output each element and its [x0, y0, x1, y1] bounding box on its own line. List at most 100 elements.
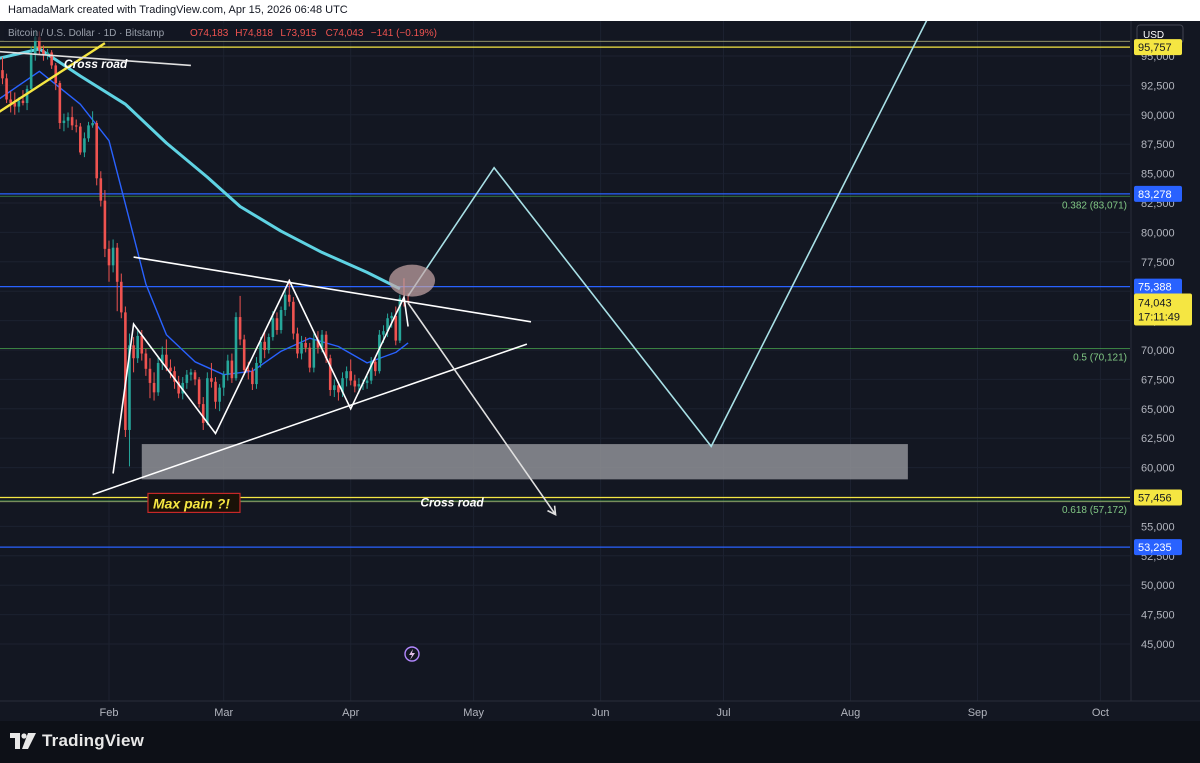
- candle-body: [165, 354, 168, 368]
- candle-body: [42, 50, 45, 55]
- candle-body: [300, 342, 303, 354]
- candle-body: [62, 120, 66, 124]
- candle-body: [46, 52, 49, 55]
- drawing-arrow-6: [407, 302, 557, 516]
- y-tick-label: 65,000: [1141, 404, 1175, 416]
- candle-body: [103, 200, 107, 249]
- candle-body: [353, 380, 357, 387]
- candle-body: [382, 331, 385, 335]
- candle-body: [115, 247, 119, 282]
- candle-body: [267, 337, 271, 350]
- price-axis: 45,00047,50050,00052,50055,00057,50060,0…: [1130, 21, 1200, 701]
- candle-body: [349, 371, 353, 381]
- y-tick-label: 55,000: [1141, 521, 1175, 533]
- candle-body: [238, 317, 242, 340]
- highlight-ellipse: [389, 264, 436, 297]
- x-tick-label: Jul: [716, 707, 730, 719]
- y-tick-label: 45,000: [1141, 639, 1175, 651]
- y-tick-label: 50,000: [1141, 580, 1175, 592]
- fib-label: 0.618 (57,172): [1062, 505, 1127, 516]
- candle-body: [279, 310, 283, 331]
- price-tag-text: 53,235: [1138, 542, 1172, 554]
- candle-body: [251, 371, 254, 385]
- currency-button-label: USD: [1143, 30, 1164, 41]
- ohlc-legend: Bitcoin / U.S. Dollar · 1D · Bitstamp O74…: [4, 23, 437, 41]
- legend-low: L73,915: [280, 28, 317, 39]
- candle-body: [38, 37, 41, 51]
- y-tick-label: 87,500: [1141, 139, 1175, 151]
- candle-body: [177, 381, 180, 394]
- candle-body: [230, 360, 234, 379]
- candle-body: [394, 315, 398, 341]
- arrow-head: [547, 505, 557, 517]
- y-tick-label: 67,500: [1141, 374, 1175, 386]
- candle-body: [222, 374, 226, 388]
- candle-body: [365, 380, 369, 383]
- tradingview-logo-icon: [10, 733, 36, 749]
- footer: TradingView: [0, 721, 1200, 763]
- candle-body: [189, 372, 193, 375]
- attribution-text: HamadaMark created with TradingView.com,…: [8, 4, 348, 16]
- candle-body: [132, 345, 135, 359]
- candle-body: [312, 339, 316, 368]
- y-tick-label: 62,500: [1141, 433, 1175, 445]
- candle-body: [328, 358, 332, 390]
- candle-body: [292, 301, 295, 334]
- lightning-icon-bolt: [409, 649, 415, 660]
- candle-body: [345, 371, 348, 379]
- candle-body: [210, 378, 213, 382]
- candle-body: [21, 100, 25, 104]
- y-tick-label: 70,000: [1141, 345, 1175, 357]
- y-tick-label: 60,000: [1141, 463, 1175, 475]
- drawing-path-5: [407, 21, 928, 448]
- candle-body: [308, 347, 312, 368]
- cross-road-text-1: Cross road: [420, 495, 484, 509]
- candle-body: [119, 281, 123, 313]
- candle-body: [304, 342, 307, 348]
- candle-body: [316, 339, 320, 348]
- chart-area[interactable]: Cross road Cross road Max pain ?! Bitcoin /…: [0, 21, 1200, 721]
- candle-body: [107, 248, 111, 266]
- x-tick-label: Mar: [214, 707, 233, 719]
- price-tag-text: 83,278: [1138, 189, 1172, 201]
- x-tick-label: May: [463, 707, 484, 719]
- candle-body: [152, 382, 156, 393]
- tradingview-logo[interactable]: TradingView: [10, 731, 144, 751]
- y-tick-label: 47,500: [1141, 610, 1175, 622]
- price-tag-text: 57,456: [1138, 493, 1172, 505]
- candle-body: [197, 379, 201, 405]
- candle-body: [99, 178, 103, 201]
- candle-body: [74, 125, 78, 127]
- y-tick-label: 92,500: [1141, 80, 1175, 92]
- lightning-icon-ring: [404, 646, 420, 662]
- candle-body: [87, 125, 90, 139]
- drawing-polyline-4: [112, 278, 409, 474]
- candle-body: [173, 371, 176, 382]
- x-tick-label: Feb: [100, 707, 119, 719]
- x-tick-label: Sep: [968, 707, 988, 719]
- candle-body: [296, 333, 299, 354]
- price-chart[interactable]: Cross road Cross road Max pain ?! Bitcoin /…: [0, 21, 1200, 721]
- candle-body: [378, 334, 381, 372]
- fib-label: 0.382 (83,071): [1062, 200, 1127, 211]
- candle-body: [320, 334, 324, 348]
- candle-body: [29, 53, 33, 89]
- candle-body: [95, 123, 99, 179]
- legend-bg: [4, 23, 400, 41]
- time-axis: Feb Mar Apr May Jun Jul Aug Sep Oct: [0, 700, 1200, 719]
- candle-body: [70, 117, 74, 126]
- candle-body: [398, 298, 402, 341]
- legend-close: C74,043: [326, 28, 364, 39]
- candle-body: [83, 138, 86, 153]
- candle-body: [246, 369, 250, 372]
- candle-body: [341, 378, 344, 393]
- last-price-text: 74,043: [1138, 297, 1172, 309]
- legend-change: −141 (−0.19%): [371, 28, 437, 39]
- candle-body: [201, 404, 205, 423]
- price-axis-bg: [1131, 21, 1200, 701]
- cross-road-text-0: Cross road: [64, 57, 128, 71]
- candle-body: [218, 387, 221, 402]
- candle-body: [5, 78, 8, 100]
- drawing-line-1: [0, 50, 191, 67]
- candle-body: [324, 334, 328, 359]
